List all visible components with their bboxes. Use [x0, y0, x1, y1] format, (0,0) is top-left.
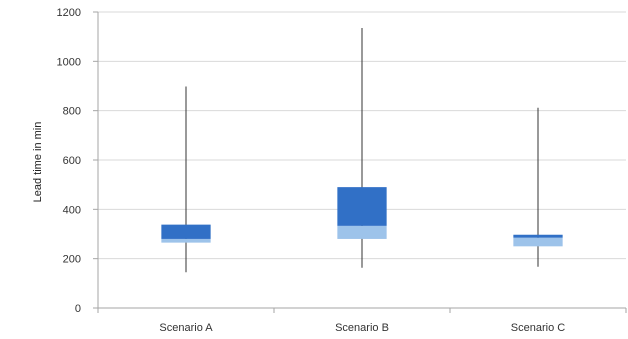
box-series: [161, 28, 563, 273]
x-tick-label: Scenario A: [159, 322, 213, 334]
box-3: [513, 107, 563, 267]
box-lower-segment: [513, 237, 563, 247]
y-tick-label: 1200: [57, 7, 81, 19]
y-tick-label: 200: [63, 254, 81, 266]
y-tick-label: 600: [63, 155, 81, 167]
box-upper-segment: [513, 234, 563, 238]
tick-labels: 0 200 400 600 800 1000 1200 Scenario A Scenario …: [57, 7, 566, 334]
y-axis-title: Lead time in min: [32, 122, 44, 203]
x-tick-label: Scenario C: [511, 322, 565, 334]
x-tick-label: Scenario B: [335, 322, 389, 334]
box-upper-segment: [161, 224, 211, 239]
y-tick-label: 1000: [57, 56, 81, 68]
y-tick-label: 400: [63, 204, 81, 216]
box-lower-segment: [337, 225, 387, 239]
box-2: [337, 28, 387, 268]
box-1: [161, 86, 211, 273]
box-upper-segment: [337, 187, 387, 226]
axes: [93, 11, 627, 313]
box-lower-segment: [161, 238, 211, 243]
y-tick-label: 800: [63, 106, 81, 118]
y-tick-label: 0: [75, 303, 81, 315]
